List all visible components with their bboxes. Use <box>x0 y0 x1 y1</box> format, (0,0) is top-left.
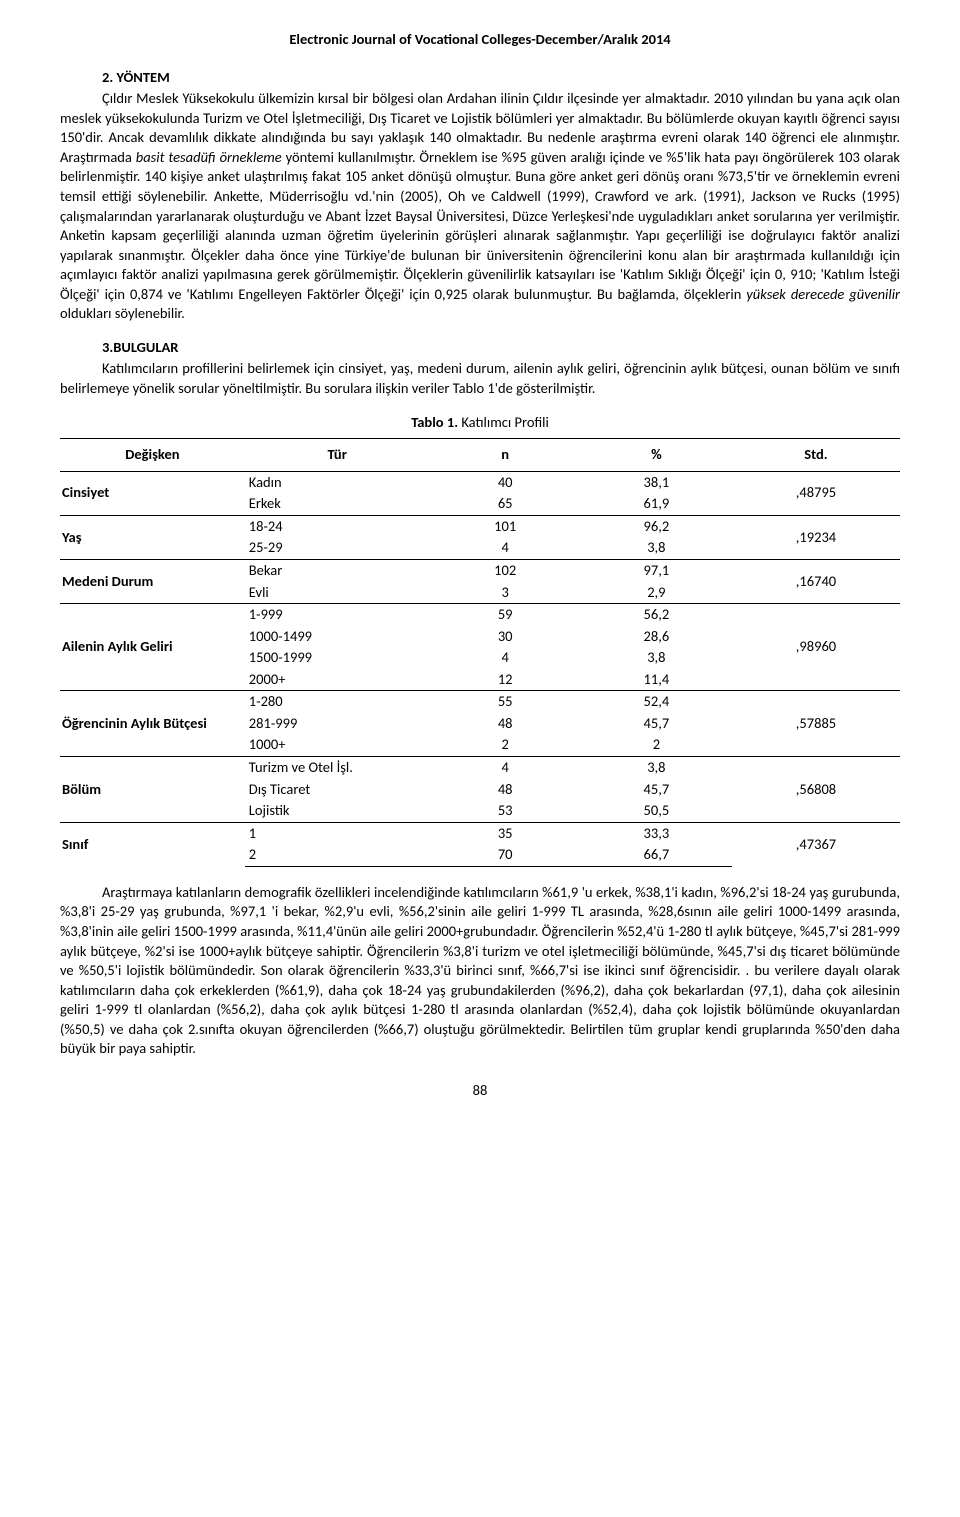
type-cell: Erkek <box>245 493 430 515</box>
type-cell: Dış Ticaret <box>245 779 430 801</box>
type-cell: Evli <box>245 582 430 604</box>
table-row: Sınıf13533,3,47367 <box>60 822 900 844</box>
type-cell: 1-280 <box>245 691 430 713</box>
pct-cell: 3,8 <box>581 757 732 779</box>
type-cell: Turizm ve Otel İşl. <box>245 757 430 779</box>
type-cell: 1-999 <box>245 604 430 626</box>
post-table-paragraph: Araştırmaya katılanların demografik özel… <box>60 883 900 1059</box>
pct-cell: 28,6 <box>581 626 732 648</box>
type-cell: 281-999 <box>245 713 430 735</box>
n-cell: 65 <box>430 493 581 515</box>
type-cell: Bekar <box>245 559 430 581</box>
n-cell: 4 <box>430 537 581 559</box>
variable-cell: Cinsiyet <box>60 471 245 515</box>
table-1-caption-bold: Tablo 1. <box>411 413 458 431</box>
n-cell: 53 <box>430 800 581 822</box>
variable-cell: Yaş <box>60 515 245 559</box>
std-cell: ,47367 <box>732 822 900 866</box>
n-cell: 101 <box>430 515 581 537</box>
pct-cell: 3,8 <box>581 647 732 669</box>
table-row: Yaş18-2410196,2,19234 <box>60 515 900 537</box>
pct-cell: 38,1 <box>581 471 732 493</box>
n-cell: 48 <box>430 779 581 801</box>
std-cell: ,57885 <box>732 691 900 757</box>
n-cell: 2 <box>430 734 581 756</box>
pct-cell: 52,4 <box>581 691 732 713</box>
n-cell: 55 <box>430 691 581 713</box>
journal-header: Electronic Journal of Vocational College… <box>60 30 900 50</box>
n-cell: 48 <box>430 713 581 735</box>
type-cell: 1 <box>245 822 430 844</box>
table-1-th-2: n <box>430 439 581 472</box>
table-1-header-row: Değişken Tür n % Std. <box>60 439 900 472</box>
type-cell: 1500-1999 <box>245 647 430 669</box>
table-1-th-3: % <box>581 439 732 472</box>
n-cell: 4 <box>430 647 581 669</box>
pct-cell: 97,1 <box>581 559 732 581</box>
pct-cell: 96,2 <box>581 515 732 537</box>
type-cell: Kadın <box>245 471 430 493</box>
n-cell: 30 <box>430 626 581 648</box>
table-1-th-1: Tür <box>245 439 430 472</box>
std-cell: ,98960 <box>732 604 900 691</box>
std-cell: ,19234 <box>732 515 900 559</box>
pct-cell: 3,8 <box>581 537 732 559</box>
pct-cell: 2,9 <box>581 582 732 604</box>
table-row: Öğrencinin Aylık Bütçesi1-2805552,4,5788… <box>60 691 900 713</box>
pct-cell: 45,7 <box>581 779 732 801</box>
table-row: Ailenin Aylık Geliri1-9995956,2,98960 <box>60 604 900 626</box>
section-2-text-c: oldukları söylenebilir. <box>60 304 185 322</box>
table-row: CinsiyetKadın4038,1,48795 <box>60 471 900 493</box>
n-cell: 70 <box>430 844 581 866</box>
n-cell: 35 <box>430 822 581 844</box>
type-cell: 2 <box>245 844 430 866</box>
std-cell: ,56808 <box>732 757 900 823</box>
table-1-caption: Tablo 1. Katılımcı Profili <box>60 413 900 433</box>
section-2-text-b: yöntemi kullanılmıştır. Örneklem ise %95… <box>60 148 900 303</box>
variable-cell: Medeni Durum <box>60 559 245 603</box>
section-2-italic-2: yüksek derecede güvenilir <box>746 285 900 303</box>
table-row: Medeni DurumBekar10297,1,16740 <box>60 559 900 581</box>
std-cell: ,16740 <box>732 559 900 603</box>
page-number: 88 <box>60 1081 900 1101</box>
n-cell: 12 <box>430 669 581 691</box>
variable-cell: Bölüm <box>60 757 245 823</box>
pct-cell: 45,7 <box>581 713 732 735</box>
n-cell: 102 <box>430 559 581 581</box>
n-cell: 4 <box>430 757 581 779</box>
table-1-th-4: Std. <box>732 439 900 472</box>
type-cell: 2000+ <box>245 669 430 691</box>
type-cell: 18-24 <box>245 515 430 537</box>
std-cell: ,48795 <box>732 471 900 515</box>
section-2-heading: 2. YÖNTEM <box>60 68 900 88</box>
table-1: Değişken Tür n % Std. CinsiyetKadın4038,… <box>60 438 900 867</box>
section-2-italic-1: basit tesadüfi örnekleme <box>136 148 282 166</box>
n-cell: 3 <box>430 582 581 604</box>
variable-cell: Ailenin Aylık Geliri <box>60 604 245 691</box>
pct-cell: 2 <box>581 734 732 756</box>
table-1-caption-rest: Katılımcı Profili <box>458 413 549 431</box>
n-cell: 40 <box>430 471 581 493</box>
variable-cell: Öğrencinin Aylık Bütçesi <box>60 691 245 757</box>
variable-cell: Sınıf <box>60 822 245 866</box>
type-cell: 25-29 <box>245 537 430 559</box>
pct-cell: 33,3 <box>581 822 732 844</box>
pct-cell: 11,4 <box>581 669 732 691</box>
pct-cell: 50,5 <box>581 800 732 822</box>
table-row: BölümTurizm ve Otel İşl.43,8,56808 <box>60 757 900 779</box>
type-cell: 1000-1499 <box>245 626 430 648</box>
type-cell: Lojistik <box>245 800 430 822</box>
table-1-th-0: Değişken <box>60 439 245 472</box>
section-2-body: Çıldır Meslek Yüksekokulu ülkemizin kırs… <box>60 89 900 324</box>
section-3-body: Katılımcıların profillerini belirlemek i… <box>60 359 900 398</box>
pct-cell: 61,9 <box>581 493 732 515</box>
section-3-heading: 3.BULGULAR <box>60 338 900 358</box>
n-cell: 59 <box>430 604 581 626</box>
pct-cell: 56,2 <box>581 604 732 626</box>
type-cell: 1000+ <box>245 734 430 756</box>
pct-cell: 66,7 <box>581 844 732 866</box>
